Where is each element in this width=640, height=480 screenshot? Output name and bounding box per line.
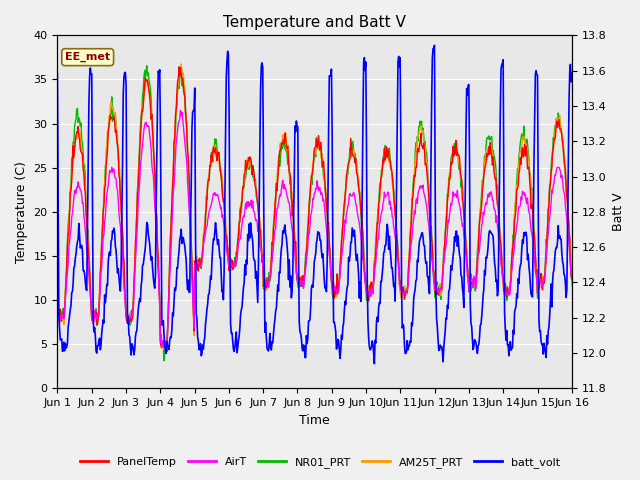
AirT [169, 207, 177, 213]
batt_volt [195, 347, 203, 353]
batt_volt [63, 344, 70, 350]
Title: Temperature and Batt V: Temperature and Batt V [223, 15, 406, 30]
AM25T_PRT [394, 237, 401, 243]
AirT [177, 108, 184, 113]
Y-axis label: Batt V: Batt V [612, 192, 625, 231]
AM25T_PRT [177, 61, 185, 67]
AM25T_PRT [54, 311, 61, 317]
AM25T_PRT [63, 266, 70, 272]
PanelTemp [568, 276, 576, 281]
AM25T_PRT [116, 167, 124, 173]
AirT [116, 217, 124, 223]
NR01_PRT [568, 280, 576, 286]
Line: PanelTemp: PanelTemp [58, 67, 572, 352]
NR01_PRT [170, 174, 177, 180]
AM25T_PRT [196, 256, 204, 262]
PanelTemp [169, 182, 177, 188]
X-axis label: Time: Time [300, 414, 330, 427]
Line: AM25T_PRT: AM25T_PRT [58, 64, 572, 350]
Line: AirT: AirT [58, 110, 572, 347]
batt_volt [568, 70, 576, 76]
NR01_PRT [394, 235, 401, 240]
AM25T_PRT [568, 283, 576, 288]
PanelTemp [378, 167, 386, 172]
Text: EE_met: EE_met [65, 52, 110, 62]
batt_volt [371, 361, 378, 367]
PanelTemp [63, 263, 70, 268]
AirT [158, 344, 166, 350]
AM25T_PRT [169, 181, 177, 187]
AirT [568, 276, 576, 282]
AirT [63, 279, 70, 285]
AirT [378, 208, 386, 214]
AirT [394, 256, 401, 262]
batt_volt [393, 188, 401, 193]
NR01_PRT [54, 319, 61, 324]
batt_volt [54, 71, 61, 76]
AirT [196, 264, 204, 269]
Y-axis label: Temperature (C): Temperature (C) [15, 161, 28, 263]
PanelTemp [394, 238, 401, 243]
NR01_PRT [143, 63, 150, 69]
batt_volt [431, 42, 438, 48]
AM25T_PRT [378, 165, 386, 171]
Legend: PanelTemp, AirT, NR01_PRT, AM25T_PRT, batt_volt: PanelTemp, AirT, NR01_PRT, AM25T_PRT, ba… [76, 452, 564, 472]
NR01_PRT [160, 358, 168, 364]
Line: NR01_PRT: NR01_PRT [58, 66, 572, 361]
batt_volt [168, 326, 176, 332]
batt_volt [116, 283, 124, 288]
NR01_PRT [196, 262, 204, 268]
batt_volt [378, 278, 385, 284]
PanelTemp [116, 176, 124, 182]
PanelTemp [175, 64, 183, 70]
Line: batt_volt: batt_volt [58, 45, 572, 364]
AM25T_PRT [160, 347, 168, 353]
AirT [54, 317, 61, 323]
NR01_PRT [63, 265, 70, 271]
NR01_PRT [378, 168, 386, 174]
PanelTemp [163, 349, 171, 355]
PanelTemp [196, 257, 204, 263]
NR01_PRT [116, 177, 124, 183]
PanelTemp [54, 316, 61, 322]
